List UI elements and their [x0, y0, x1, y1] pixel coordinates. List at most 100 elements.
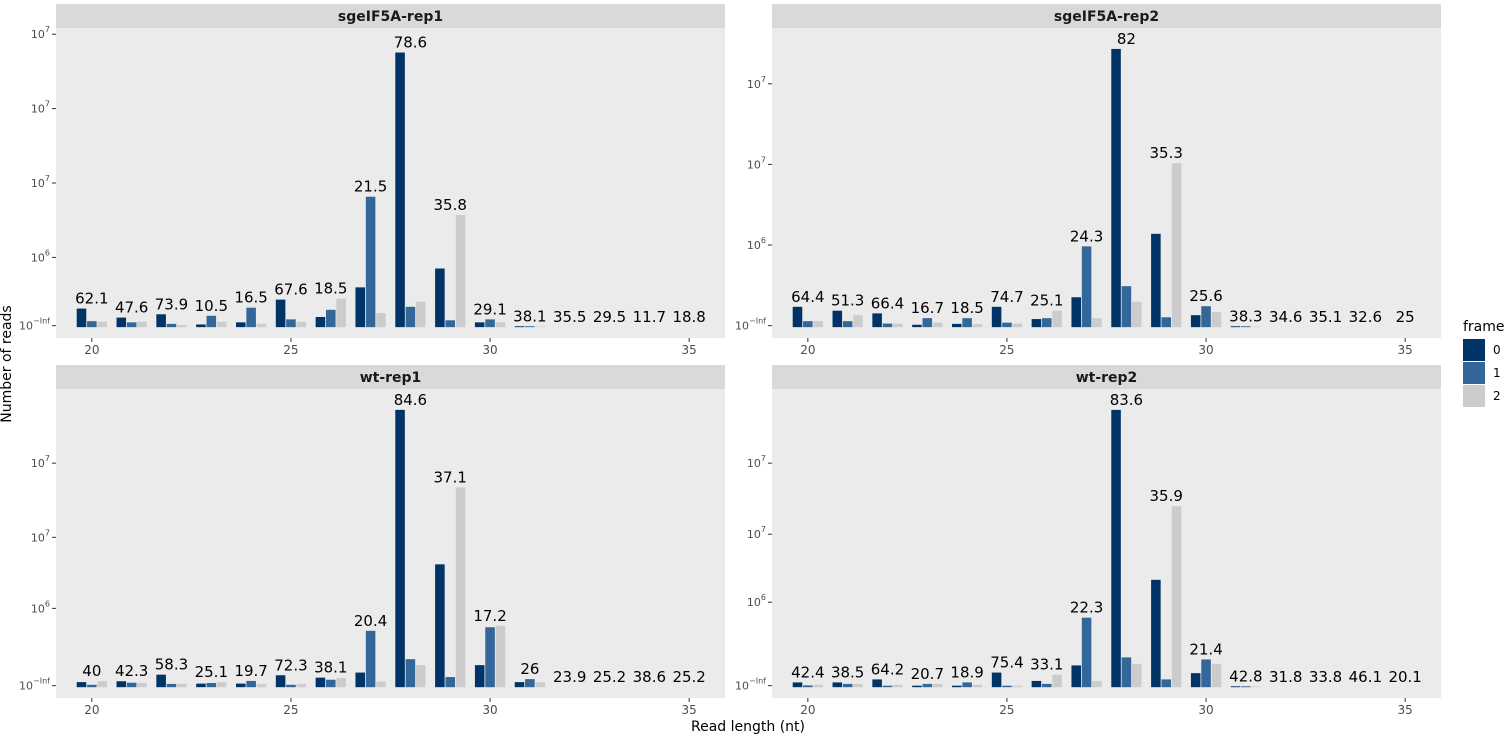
legend-swatch-frame1 [1463, 362, 1485, 384]
bar-frame0-len22 [156, 314, 166, 328]
bar-frame2-len20 [813, 684, 823, 688]
bar-value-label: 83.6 [1110, 391, 1143, 409]
bar-frame2-len25 [1012, 685, 1023, 688]
x-tick-label: 25 [283, 703, 298, 717]
x-tick-label: 30 [1198, 343, 1213, 357]
bar-frame0-len20 [76, 682, 87, 688]
bar-frame2-len25 [1012, 323, 1023, 328]
bar-frame1-len30 [1201, 659, 1211, 688]
bar-frame2-len24 [256, 323, 267, 328]
bar-frame2-len28 [1131, 301, 1142, 328]
panel-background [772, 389, 1441, 698]
bar-value-label: 42.4 [791, 663, 824, 681]
x-tick-label: 25 [999, 343, 1014, 357]
bar-value-label: 16.5 [234, 289, 267, 307]
bar-frame0-len25 [991, 672, 1002, 688]
bar-frame2-len26 [1052, 674, 1062, 688]
y-tick-label: 106 [747, 236, 766, 252]
bar-frame1-len31 [1241, 326, 1251, 328]
legend-label: 1 [1493, 366, 1501, 380]
bar-frame1-len27 [1081, 246, 1092, 328]
panel-strip [56, 4, 725, 28]
bar-frame1-len31 [1241, 686, 1251, 688]
bar-frame0-len27 [355, 672, 366, 688]
bar-frame2-len27 [376, 681, 386, 688]
bar-frame1-len22 [166, 683, 177, 688]
bar-frame0-len29 [1151, 579, 1161, 688]
bar-frame2-len20 [97, 681, 107, 688]
x-axis-title: Read length (nt) [691, 719, 805, 735]
bar-value-label: 23.9 [553, 668, 586, 686]
bar-value-label: 10.5 [195, 297, 228, 315]
legend-swatch-frame0 [1463, 339, 1485, 361]
bar-value-label: 47.6 [115, 299, 148, 317]
panel-title: wt-rep1 [360, 370, 422, 386]
bar-value-label: 66.4 [871, 294, 904, 312]
bar-frame2-len22 [177, 325, 187, 328]
bar-value-label: 18.9 [950, 663, 983, 681]
bar-frame0-len20 [792, 306, 803, 328]
bar-frame1-len26 [325, 679, 336, 688]
y-tick-label: 107 [31, 174, 50, 190]
bar-frame1-len23 [206, 683, 217, 688]
y-tick-label: 107 [747, 155, 766, 171]
bar-value-label: 25.2 [672, 668, 705, 686]
bar-frame1-len27 [1081, 617, 1092, 688]
bar-value-label: 20.1 [1388, 668, 1421, 686]
bar-value-label: 25.2 [593, 668, 626, 686]
bar-frame0-len31 [1230, 686, 1241, 688]
bar-frame1-len26 [1041, 318, 1052, 328]
bar-frame2-len28 [415, 665, 426, 688]
bar-value-label: 25.1 [1030, 292, 1063, 310]
y-tick-label: 107 [747, 454, 766, 470]
bar-frame0-len22 [156, 674, 166, 688]
panel-title: sgeIF5A-rep1 [338, 9, 443, 25]
bar-value-label: 20.7 [911, 665, 944, 683]
legend: frame 0 1 2 [1463, 319, 1505, 407]
legend-label: 2 [1493, 389, 1501, 403]
bar-frame0-len29 [435, 268, 445, 328]
bar-value-label: 32.6 [1349, 308, 1382, 326]
bar-frame2-len21 [137, 321, 147, 328]
bar-frame2-len27 [1092, 680, 1102, 688]
panel-background [56, 389, 725, 698]
bar-frame0-len27 [1071, 297, 1082, 328]
bar-frame0-len27 [355, 287, 366, 328]
bar-frame2-len20 [813, 321, 823, 328]
bar-frame0-len31 [1230, 326, 1241, 328]
bar-frame1-len21 [126, 682, 137, 688]
bar-value-label: 17.2 [473, 607, 506, 625]
x-tick-label: 30 [482, 343, 497, 357]
bar-frame1-len29 [1161, 317, 1172, 328]
bar-frame0-len25 [275, 299, 286, 328]
bar-frame1-len29 [1161, 679, 1172, 688]
legend-title: frame [1463, 319, 1505, 335]
y-tick-label: 106 [747, 593, 766, 609]
bar-frame2-len21 [853, 315, 863, 328]
bar-frame2-len23 [216, 682, 227, 688]
bar-value-label: 40 [82, 662, 101, 680]
x-tick-label: 35 [682, 703, 697, 717]
bar-value-label: 64.2 [871, 660, 904, 678]
x-tick-label: 30 [1198, 703, 1213, 717]
bar-frame0-len24 [235, 683, 246, 688]
bar-value-label: 19.7 [234, 662, 267, 680]
bar-frame1-len20 [87, 321, 97, 328]
bar-value-label: 34.6 [1269, 308, 1302, 326]
bar-value-label: 18.8 [672, 308, 705, 326]
bar-frame0-len30 [474, 322, 485, 328]
y-tick-label: 10−Inf [735, 677, 766, 693]
bar-frame2-len28 [1131, 663, 1142, 688]
bar-frame2-len23 [932, 322, 943, 328]
bar-value-label: 29.1 [473, 300, 506, 318]
bar-value-label: 38.1 [513, 307, 546, 325]
bar-frame2-len30 [495, 322, 506, 328]
bar-frame2-len26 [336, 677, 346, 688]
bar-frame1-len28 [405, 659, 416, 688]
bar-frame0-len21 [832, 310, 843, 328]
bar-value-label: 58.3 [155, 656, 188, 674]
bar-frame0-len31 [514, 682, 525, 688]
x-tick-label: 20 [800, 703, 815, 717]
bar-frame0-len23 [196, 324, 206, 328]
